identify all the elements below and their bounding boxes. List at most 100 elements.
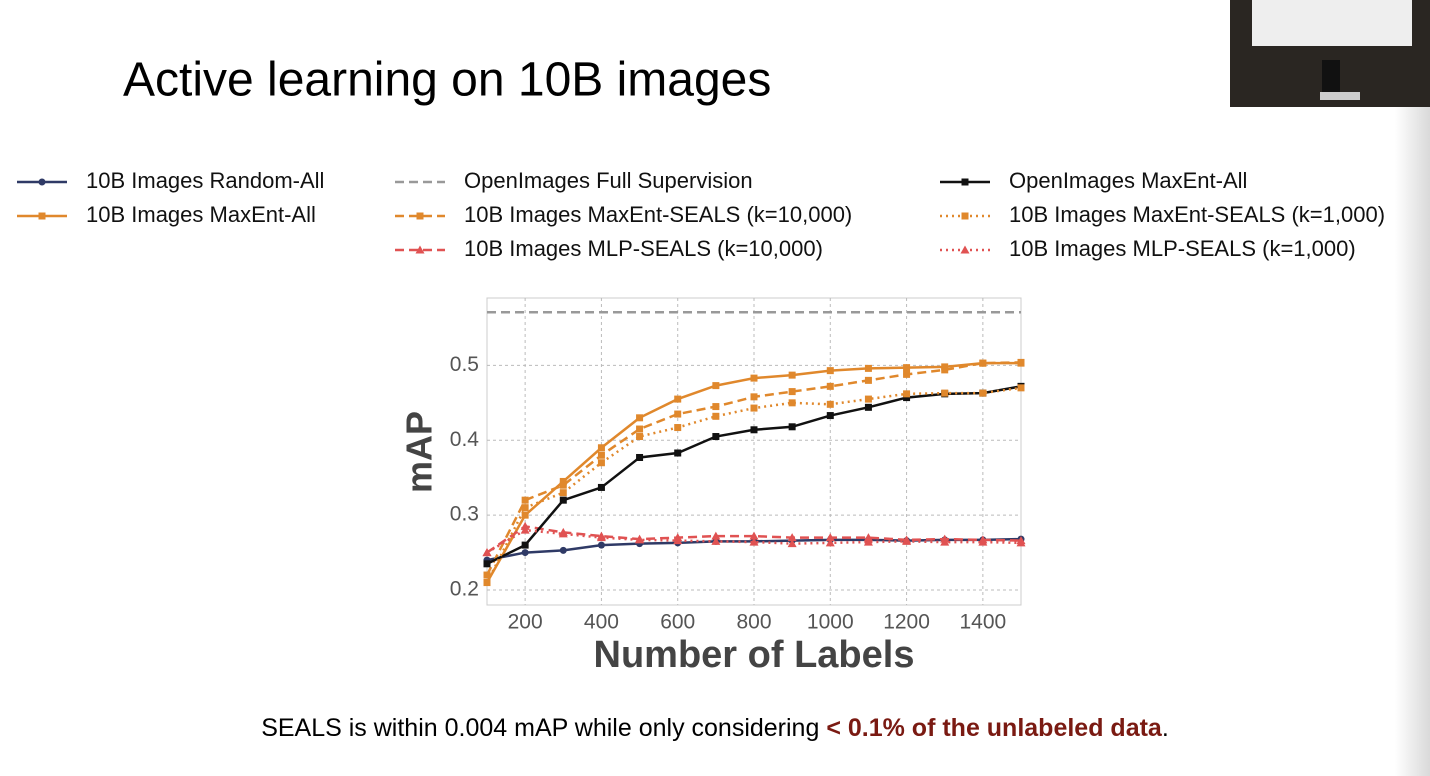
- marker: [712, 433, 720, 441]
- legend-label: 10B Images Random-All: [86, 168, 324, 193]
- marker: [558, 529, 568, 538]
- marker: [863, 537, 873, 546]
- marker: [979, 389, 987, 397]
- marker: [750, 393, 758, 401]
- marker: [520, 525, 530, 534]
- marker: [961, 212, 969, 220]
- marker: [940, 537, 950, 546]
- plot-area: [486, 297, 1022, 606]
- marker: [38, 178, 46, 186]
- marker: [596, 533, 606, 542]
- marker: [903, 364, 911, 372]
- marker: [1017, 384, 1025, 392]
- y-tick-label: 0.4: [450, 428, 480, 451]
- marker: [864, 403, 872, 411]
- footnote-text: SEALS is within 0.004 mAP while only con…: [261, 714, 826, 742]
- series-line: [486, 525, 1022, 554]
- marker: [712, 382, 720, 390]
- marker: [521, 549, 529, 557]
- marker: [635, 535, 645, 544]
- plot: 200 400 600 800 1000 1200 1400 0.2 0.3 0.4 0.5: [450, 298, 1026, 634]
- marker: [864, 364, 872, 372]
- legend-label: 10B Images MaxEnt-SEALS (k=1,000): [1009, 202, 1385, 227]
- marker: [825, 538, 835, 547]
- x-tick-label: 1000: [807, 611, 854, 634]
- marker: [864, 395, 872, 403]
- screen-edge: [1395, 0, 1430, 776]
- marker: [674, 410, 682, 418]
- marker: [521, 504, 529, 512]
- legend-label: OpenImages MaxEnt-All: [1009, 168, 1247, 193]
- legend-label: 10B Images MaxEnt-SEALS (k=10,000): [464, 202, 852, 227]
- x-axis-label: Number of Labels: [594, 634, 915, 676]
- marker: [415, 245, 425, 254]
- legend-label: 10B Images MLP-SEALS (k=1,000): [1009, 236, 1356, 261]
- marker: [1016, 538, 1026, 547]
- y-tick-label: 0.5: [450, 353, 479, 376]
- marker: [864, 376, 872, 384]
- marker: [826, 400, 834, 408]
- marker: [712, 412, 720, 420]
- marker: [521, 496, 529, 504]
- marker: [483, 560, 491, 568]
- marker: [979, 359, 987, 367]
- marker: [711, 531, 721, 540]
- marker: [903, 390, 911, 398]
- footnote: SEALS is within 0.004 mAP while only con…: [261, 714, 1169, 742]
- marker: [559, 481, 567, 489]
- marker: [597, 541, 605, 549]
- legend-label: 10B Images MLP-SEALS (k=10,000): [464, 236, 823, 261]
- marker: [826, 382, 834, 390]
- webcam-thumbnail: [1230, 0, 1430, 107]
- marker: [1017, 358, 1025, 366]
- marker: [559, 489, 567, 497]
- marker: [636, 433, 644, 441]
- marker: [482, 548, 492, 557]
- marker: [636, 425, 644, 433]
- y-tick-label: 0.2: [450, 578, 479, 601]
- marker: [597, 451, 605, 459]
- marker: [521, 511, 529, 519]
- x-tick-label: 600: [660, 611, 695, 634]
- marker: [750, 374, 758, 382]
- marker: [483, 579, 491, 587]
- marker: [636, 453, 644, 461]
- marker: [597, 444, 605, 452]
- marker: [597, 483, 605, 491]
- legend-label: OpenImages Full Supervision: [464, 168, 753, 193]
- marker: [902, 536, 912, 545]
- marker: [788, 423, 796, 431]
- marker: [636, 414, 644, 422]
- series-line: [486, 528, 1022, 554]
- marker: [750, 404, 758, 412]
- marker: [787, 539, 797, 548]
- marker: [903, 394, 911, 402]
- x-tick-label: 800: [736, 611, 771, 634]
- marker: [825, 533, 835, 542]
- marker: [960, 245, 970, 254]
- marker: [788, 371, 796, 379]
- x-tick-label: 1200: [883, 611, 930, 634]
- y-tick-label: 0.3: [450, 503, 479, 526]
- marker: [961, 178, 969, 186]
- marker: [788, 388, 796, 396]
- marker: [787, 533, 797, 542]
- footnote-end: .: [1162, 714, 1169, 742]
- marker: [749, 537, 759, 546]
- x-tick-label: 200: [508, 611, 543, 634]
- marker: [941, 366, 949, 374]
- marker: [903, 370, 911, 378]
- marker: [521, 541, 529, 549]
- x-tick-label: 1400: [959, 611, 1006, 634]
- marker: [826, 412, 834, 420]
- marker: [674, 424, 682, 432]
- marker: [483, 571, 491, 579]
- marker: [674, 449, 682, 457]
- marker: [559, 546, 567, 554]
- marker: [597, 459, 605, 467]
- marker: [750, 426, 758, 434]
- marker: [749, 531, 759, 540]
- marker: [863, 533, 873, 542]
